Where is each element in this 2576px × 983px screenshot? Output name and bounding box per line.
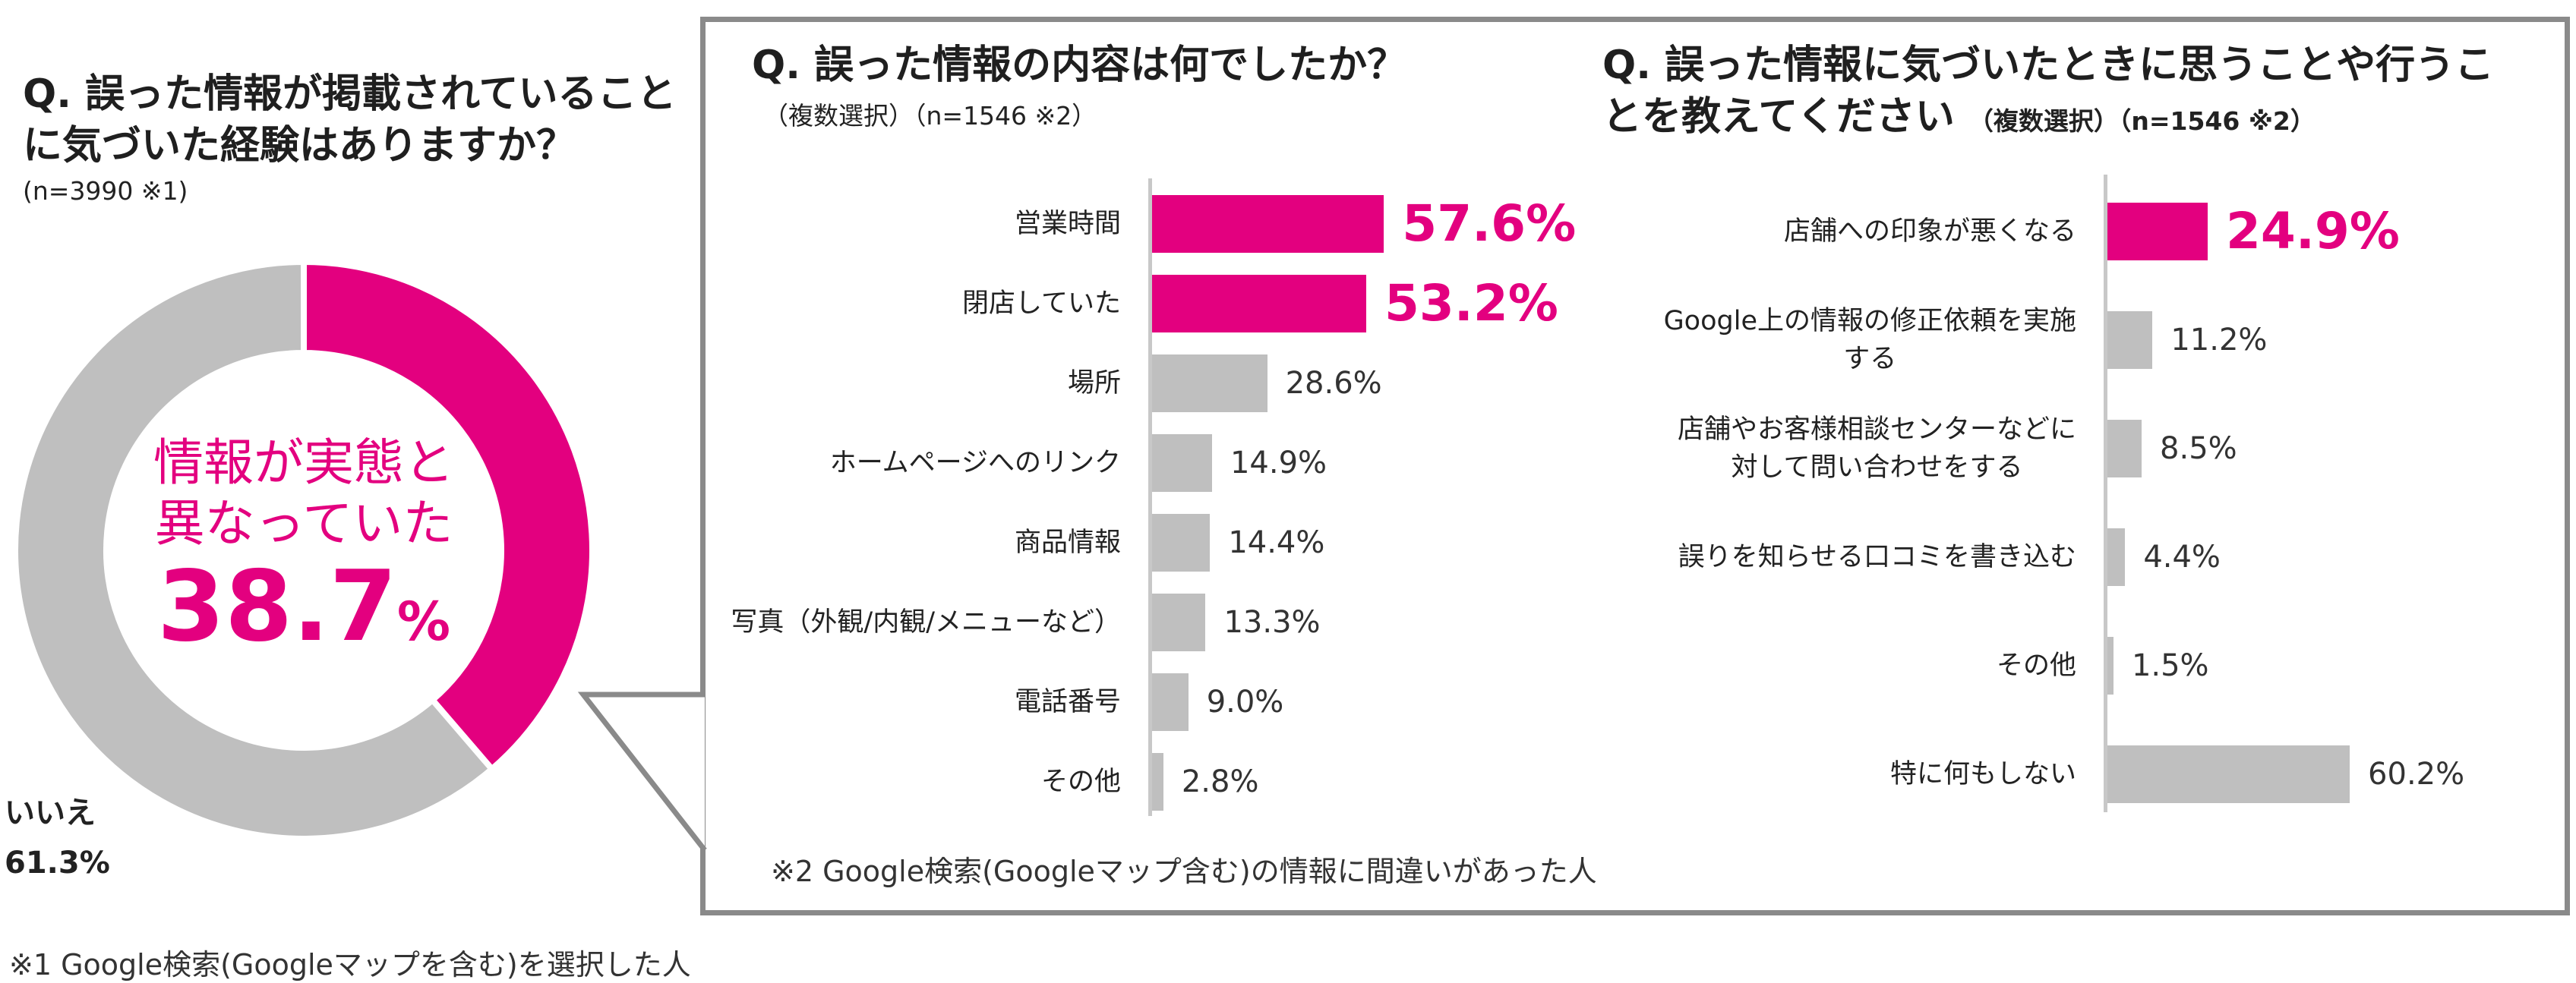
donut-slice-2 xyxy=(12,258,497,842)
left-question-line2: に気づいた経験はありますか？ xyxy=(23,123,576,169)
right-question-line2-wrap: とを教えてください （複数選択）（n=1546 ※2） xyxy=(1602,91,2544,147)
bar-value: 28.6% xyxy=(1285,366,1382,401)
bar-label-line: 場所 xyxy=(1067,368,1121,399)
bar-value: 13.3% xyxy=(1223,605,1321,640)
left-question-line1: Q. 誤った情報が掲載されていること xyxy=(23,71,677,117)
bar xyxy=(1152,275,1366,332)
bar-label-line: 写真（外観/内観/メニューなど） xyxy=(731,607,1121,638)
left-n: (n=3990 ※1) xyxy=(23,176,188,206)
bar-label: ホームページへのリンク xyxy=(830,444,1121,482)
bar-label-line: ホームページへのリンク xyxy=(829,448,1121,478)
bar-label: 写真（外観/内観/メニューなど） xyxy=(731,603,1121,641)
bar-value: 57.6% xyxy=(1402,194,1577,253)
left-question: Q. 誤った情報が掲載されていること に気づいた経験はありますか？ xyxy=(23,68,706,172)
bar-value: 24.9% xyxy=(2225,202,2400,260)
right-sub: （複数選択）（n=1546 ※2） xyxy=(1968,106,2316,136)
bar-label-line: 対して問い合わせをする xyxy=(1731,452,2023,483)
bar-value: 53.2% xyxy=(1384,274,1558,332)
bar-value: 60.2% xyxy=(2368,757,2465,792)
bar xyxy=(1152,673,1189,731)
donut-center: 情報が実態と 異なっていた 38.7% xyxy=(122,433,486,675)
bar-label-line: Google上の情報の修正依頼を実施 xyxy=(1663,306,2076,336)
donut-center-line2: 異なっていた xyxy=(154,494,453,553)
bar-label: 店舗への印象が悪くなる xyxy=(1784,213,2076,250)
bar-label-line: 店舗やお客様相談センターなどに xyxy=(1677,414,2076,445)
bar-label-line: する xyxy=(1843,344,1897,374)
bar-label-line: その他 xyxy=(1996,651,2076,681)
bar-label-line: 特に何もしない xyxy=(1889,759,2076,789)
bar-label: Google上の情報の修正依頼を実施 する xyxy=(1664,302,2076,378)
bar-label: 特に何もしない xyxy=(1890,755,2076,793)
middle-chart: 営業時間 57.6% 閉店していた 53.2% 場所 28.6% ホームページへのリンク 14… xyxy=(714,178,1580,824)
donut-no-value: 61.3% xyxy=(5,846,110,881)
bar-value: 9.0% xyxy=(1206,685,1284,720)
donut-center-line1: 情報が実態と xyxy=(153,433,454,492)
bar xyxy=(1152,753,1163,811)
bar-label-line: 誤りを知らせる口コミを書き込む xyxy=(1678,542,2076,572)
footnote-1: ※1 Google検索(Googleマップを含む)を選択した人 xyxy=(9,948,691,981)
bar-value: 14.9% xyxy=(1230,446,1327,480)
bar-label-line: その他 xyxy=(1040,767,1121,797)
bar-label: その他 xyxy=(1997,647,2076,685)
bar-value: 14.4% xyxy=(1228,525,1325,560)
bar-label: 営業時間 xyxy=(1015,205,1121,243)
bar xyxy=(2107,745,2350,803)
bar xyxy=(2107,637,2114,695)
bar xyxy=(1152,195,1384,253)
right-question-line1: Q. 誤った情報に気づいたときに思うことや行うこ xyxy=(1602,43,2495,88)
bar-label-line: 店舗への印象が悪くなる xyxy=(1783,216,2076,247)
donut-center-unit: % xyxy=(396,591,450,653)
bar-label: 商品情報 xyxy=(1015,524,1121,562)
bar-label: 閉店していた xyxy=(962,285,1121,323)
bar-label-line: 閉店していた xyxy=(962,288,1121,319)
axis-line xyxy=(2104,175,2107,812)
bar-label-line: 商品情報 xyxy=(1014,528,1121,558)
bar-label: その他 xyxy=(1041,763,1121,801)
bar-label: 場所 xyxy=(1068,364,1121,402)
callout-pointer xyxy=(577,692,707,852)
bar-label: 誤りを知らせる口コミを書き込む xyxy=(1678,538,2076,576)
bar-label: 電話番号 xyxy=(1015,683,1121,721)
donut-chart xyxy=(12,258,595,842)
bar-label-line: 営業時間 xyxy=(1014,209,1121,239)
bar xyxy=(2107,203,2208,260)
bar-value: 2.8% xyxy=(1181,764,1259,799)
bar-value: 8.5% xyxy=(2160,431,2237,466)
donut-center-value: 38.7% xyxy=(122,554,486,675)
axis-line xyxy=(1148,178,1152,816)
bar xyxy=(2107,420,2142,477)
middle-sub: （複数選択）（n=1546 ※2） xyxy=(763,101,1097,131)
footnote-2: ※2 Google検索(Googleマップ含む)の情報に間違いがあった人 xyxy=(771,855,1597,888)
bar-value: 4.4% xyxy=(2143,540,2221,575)
donut-no-label: いいえ xyxy=(5,796,96,830)
bar-label-line: 電話番号 xyxy=(1014,687,1121,717)
bar xyxy=(2107,311,2153,369)
right-question-line2: とを教えてください xyxy=(1602,94,1955,140)
bar xyxy=(1152,514,1211,572)
bar xyxy=(2107,528,2126,586)
donut-slice-1 xyxy=(301,258,595,773)
right-question: Q. 誤った情報に気づいたときに思うことや行うこ とを教えてください （複数選択）… xyxy=(1602,39,2544,147)
bar xyxy=(1152,354,1267,412)
bar-value: 1.5% xyxy=(2131,648,2209,683)
middle-question: Q. 誤った情報の内容は何でしたか？ xyxy=(752,43,1407,88)
bar xyxy=(1152,594,1206,651)
bar-label: 店舗やお客様相談センターなどに 対して問い合わせをする xyxy=(1678,411,2076,487)
right-chart: 店舗への印象が悪くなる 24.9% Google上の情報の修正依頼を実施 する 11.2… xyxy=(1602,175,2559,820)
bar-value: 11.2% xyxy=(2170,323,2268,358)
donut-center-number: 38.7 xyxy=(157,550,397,663)
bar xyxy=(1152,434,1212,492)
